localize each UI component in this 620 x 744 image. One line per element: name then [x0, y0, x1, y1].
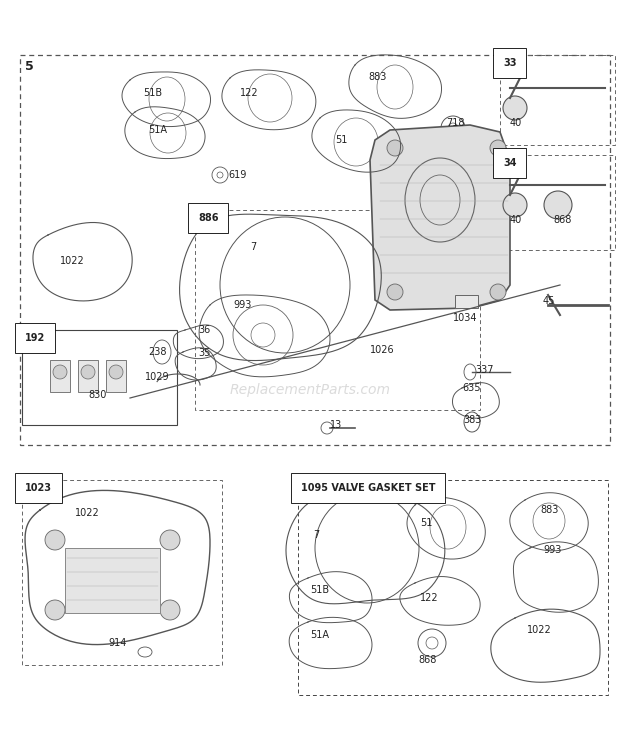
Ellipse shape [490, 284, 506, 300]
Text: 1022: 1022 [60, 256, 85, 266]
Polygon shape [370, 125, 510, 310]
Text: 5: 5 [25, 60, 33, 73]
Ellipse shape [160, 530, 180, 550]
Text: 883: 883 [368, 72, 386, 82]
Text: 51B: 51B [310, 585, 329, 595]
Text: 7: 7 [313, 530, 319, 540]
Ellipse shape [490, 140, 506, 156]
Text: 238: 238 [148, 347, 167, 357]
Text: 718: 718 [446, 118, 464, 128]
Ellipse shape [45, 600, 65, 620]
Text: 868: 868 [553, 215, 572, 225]
Text: 35: 35 [198, 348, 210, 358]
Text: 1034: 1034 [453, 313, 477, 323]
Text: 1022: 1022 [75, 508, 100, 518]
Text: 7: 7 [250, 242, 256, 252]
Ellipse shape [109, 365, 123, 379]
Text: 34: 34 [503, 158, 516, 168]
Text: 337: 337 [475, 365, 494, 375]
Text: 886: 886 [198, 213, 218, 223]
Ellipse shape [503, 96, 527, 120]
Text: 619: 619 [228, 170, 246, 180]
Text: 830: 830 [88, 390, 107, 400]
Ellipse shape [53, 365, 67, 379]
Text: 40: 40 [510, 118, 522, 128]
Text: 1095 VALVE GASKET SET: 1095 VALVE GASKET SET [301, 483, 435, 493]
Text: 45: 45 [543, 296, 556, 306]
Bar [106, 360, 126, 392]
Text: 1026: 1026 [370, 345, 394, 355]
Text: 51B: 51B [143, 88, 162, 98]
Text: 33: 33 [503, 58, 516, 68]
Ellipse shape [387, 284, 403, 300]
Ellipse shape [160, 600, 180, 620]
Ellipse shape [81, 365, 95, 379]
Text: 383: 383 [463, 415, 481, 425]
Text: 51: 51 [420, 518, 432, 528]
Text: 51: 51 [335, 135, 347, 145]
Text: 192: 192 [25, 333, 45, 343]
Text: 40: 40 [510, 215, 522, 225]
Bar [78, 360, 98, 392]
Text: 51A: 51A [310, 630, 329, 640]
Bar [50, 360, 70, 392]
Ellipse shape [503, 193, 527, 217]
Text: 868: 868 [418, 655, 436, 665]
Text: ReplacementParts.com: ReplacementParts.com [229, 383, 391, 397]
Bar [65, 548, 160, 613]
Text: 1022: 1022 [527, 625, 552, 635]
Ellipse shape [45, 530, 65, 550]
Text: 993: 993 [543, 545, 561, 555]
Text: 914: 914 [108, 638, 126, 648]
Polygon shape [455, 295, 478, 308]
Text: 122: 122 [420, 593, 438, 603]
Bar [22, 330, 177, 425]
Ellipse shape [544, 191, 572, 219]
Text: 1029: 1029 [145, 372, 170, 382]
Text: 13: 13 [330, 420, 342, 430]
Text: 36: 36 [198, 325, 210, 335]
Text: 51A: 51A [148, 125, 167, 135]
Text: 635: 635 [462, 383, 480, 393]
Ellipse shape [387, 140, 403, 156]
Text: 122: 122 [240, 88, 259, 98]
Text: 883: 883 [540, 505, 559, 515]
Text: 993: 993 [233, 300, 251, 310]
Text: 1023: 1023 [25, 483, 52, 493]
